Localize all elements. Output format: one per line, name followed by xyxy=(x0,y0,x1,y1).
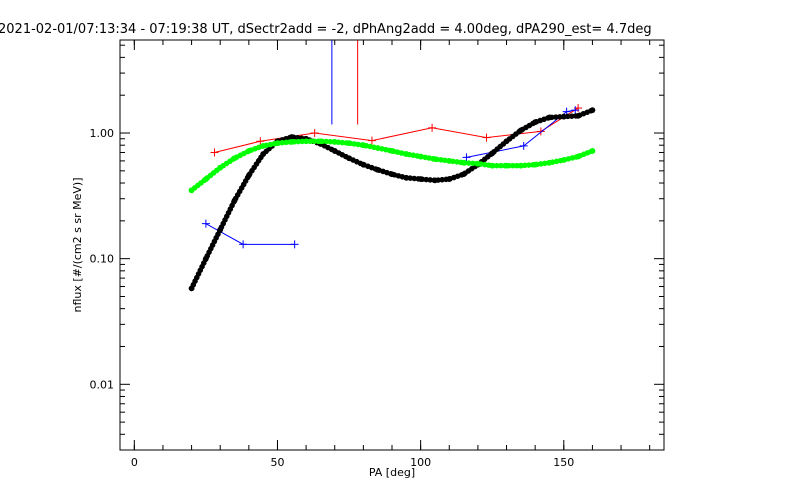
series xyxy=(188,107,596,292)
data-point xyxy=(503,138,510,145)
data-point xyxy=(274,140,281,147)
data-point xyxy=(560,157,567,163)
data-point xyxy=(303,138,310,145)
data-point xyxy=(389,148,395,154)
data-point xyxy=(503,162,510,169)
data-point xyxy=(331,148,338,154)
data-point xyxy=(560,113,567,120)
y-tick-label: 1.00 xyxy=(90,127,115,140)
data-point xyxy=(374,145,381,151)
data-point xyxy=(346,155,352,162)
data-point xyxy=(403,174,410,181)
x-axis-label: PA [deg] xyxy=(369,466,415,479)
data-point xyxy=(310,129,319,138)
data-point xyxy=(245,148,252,154)
data-point xyxy=(239,240,248,249)
model-curve xyxy=(188,107,596,292)
data-point xyxy=(489,162,496,169)
data-point xyxy=(575,153,582,160)
data-point xyxy=(446,176,453,182)
data-point xyxy=(260,142,267,149)
data-point xyxy=(188,187,195,194)
data-point xyxy=(367,136,376,145)
data-point xyxy=(317,138,324,145)
data-point xyxy=(446,157,453,164)
data-point xyxy=(532,161,539,168)
data-point xyxy=(462,153,471,162)
data-point xyxy=(519,141,528,150)
data-point xyxy=(360,161,367,168)
series-layer xyxy=(188,40,596,292)
y-axis-label: nflux [#/(cm2 s sr MeV)] xyxy=(71,178,84,313)
data-point xyxy=(474,160,481,167)
axis-ticks: 0 50 100 150 0.01 0.10 1.00 xyxy=(90,40,664,469)
data-point xyxy=(217,226,224,233)
y-tick-label: 0.10 xyxy=(90,253,115,266)
data-point xyxy=(217,164,224,171)
data-point xyxy=(403,151,410,157)
x-tick-label: 0 xyxy=(131,456,138,469)
data-point xyxy=(290,240,299,249)
data-point xyxy=(546,159,553,166)
data-point xyxy=(428,123,437,132)
data-point xyxy=(201,219,210,228)
series xyxy=(188,138,596,194)
data-point xyxy=(260,151,267,157)
data-point xyxy=(288,138,295,145)
series-line xyxy=(214,107,579,153)
data-point xyxy=(536,127,545,136)
data-point xyxy=(460,159,467,166)
data-point xyxy=(188,285,195,292)
data-point xyxy=(210,148,219,157)
data-point xyxy=(575,112,582,119)
data-point xyxy=(532,119,539,126)
chart-title: 2021-02-01/07:13:34 - 07:19:38 UT, dSect… xyxy=(0,22,652,37)
data-point xyxy=(245,172,252,179)
data-point xyxy=(432,156,438,163)
data-point xyxy=(360,142,367,149)
data-point xyxy=(460,171,467,178)
data-point xyxy=(374,166,381,173)
data-point xyxy=(489,150,496,157)
data-point xyxy=(517,162,524,169)
series xyxy=(210,104,583,157)
data-point xyxy=(589,148,596,154)
data-point xyxy=(202,176,209,182)
data-point xyxy=(231,197,238,204)
data-point xyxy=(571,106,580,115)
data-point xyxy=(288,134,295,140)
x-tick-label: 100 xyxy=(410,456,431,469)
data-point xyxy=(432,177,438,184)
data-point xyxy=(546,114,553,121)
data-point xyxy=(202,255,209,262)
data-point xyxy=(482,133,491,142)
data-point xyxy=(346,140,352,147)
data-point xyxy=(331,138,338,145)
data-point xyxy=(517,127,524,134)
data-point xyxy=(256,137,265,146)
x-tick-label: 50 xyxy=(270,456,284,469)
data-point xyxy=(589,107,596,114)
data-point xyxy=(417,153,424,160)
data-point xyxy=(389,171,395,178)
data-point xyxy=(231,155,238,162)
plot-frame xyxy=(119,39,665,451)
data-point xyxy=(417,176,424,182)
y-tick-label: 0.01 xyxy=(90,378,115,391)
x-tick-label: 150 xyxy=(553,456,574,469)
